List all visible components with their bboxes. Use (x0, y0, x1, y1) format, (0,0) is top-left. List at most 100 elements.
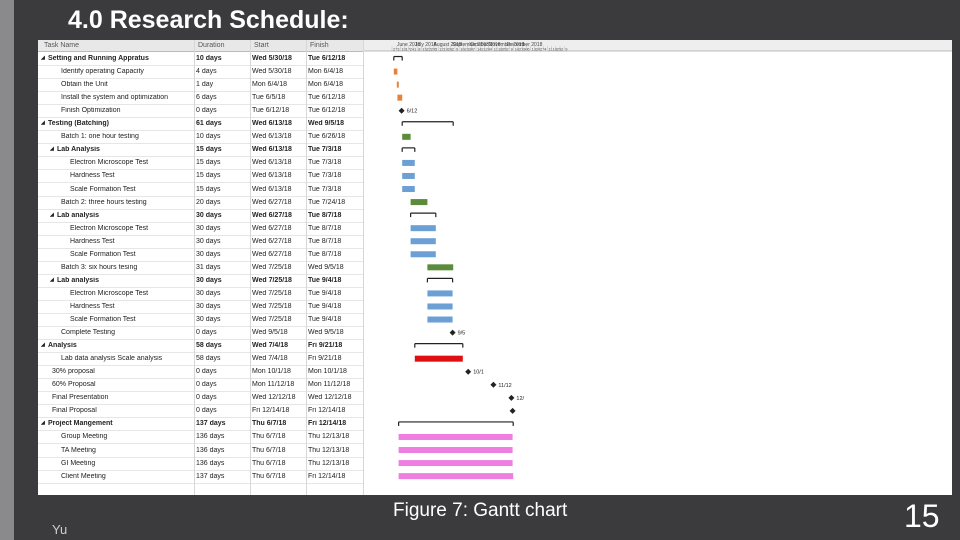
collapse-triangle-icon[interactable]: ◢ (41, 420, 45, 427)
table-row[interactable]: GI Meeting 136 days Thu 6/7/18 Thu 12/13/18 (38, 457, 364, 471)
week-tick-label: 16 (460, 47, 465, 52)
collapse-triangle-icon[interactable]: ◢ (41, 55, 45, 61)
table-row[interactable]: Group Meeting 136 days Thu 6/7/18 Thu 12/13… (38, 430, 364, 445)
table-row[interactable]: Testing (Batching) 61 days Wed 6/13/18 Wed … (38, 117, 364, 132)
task-name-cell: Setting and Running Appratus (48, 55, 149, 62)
collapse-triangle-icon[interactable]: ◢ (50, 211, 54, 218)
week-tick-label: 1 (414, 47, 417, 52)
table-row[interactable]: Lab analysis 30 days Wed 6/27/18 Tue 8/7/18… (38, 209, 364, 223)
slide-sidebar-strip (0, 0, 14, 540)
task-name-cell: Obtain the Unit (61, 81, 108, 89)
week-tick-label: 21 (481, 47, 486, 52)
table-row[interactable]: Complete Testing 0 days Wed 9/5/18 Wed 9/5/… (38, 326, 364, 341)
col-header-finish[interactable]: Finish (310, 42, 329, 49)
week-tick-label: 6 (527, 47, 530, 52)
task-name-cell: Batch 2: three hours testing (61, 198, 147, 206)
milestone-diamond (490, 381, 497, 388)
table-row[interactable]: Finish Optimization 0 days Tue 6/12/18 Tue … (38, 104, 364, 119)
milestone-date-label: 10/1 (473, 370, 484, 376)
table-row[interactable]: Scale Formation Test 30 days Wed 6/27/18 Tu… (38, 248, 364, 262)
week-tick-label: 22 (427, 47, 432, 52)
week-tick-label: 2 (506, 47, 509, 52)
col-header-start[interactable]: Start (254, 42, 269, 49)
table-row[interactable]: 30% proposal 0 days Mon 10/1/18 Mon 10/1/18 (38, 365, 364, 380)
week-tick-label: 18 (498, 47, 503, 52)
col-header-task-name[interactable]: Task Name (44, 42, 80, 49)
gantt-figure: Task Name Duration Start Finish Setting … (38, 40, 952, 495)
table-row[interactable]: Electron Microscope Test 30 days Wed 6/27/… (38, 222, 364, 236)
table-row[interactable]: Electron Microscope Test 30 days Wed 7/25/… (38, 287, 364, 301)
table-row[interactable]: Project Mangement 137 days Thu 6/7/18 Fri 1… (38, 417, 364, 432)
task-bar (427, 303, 453, 310)
table-row[interactable]: Batch 3: six hours tesing 31 days Wed 7/25… (38, 261, 364, 275)
task-bar (410, 251, 436, 258)
table-row[interactable]: Lab data analysis Scale analysis 58 days W… (38, 352, 364, 367)
task-name-cell: Group Meeting (61, 433, 108, 441)
week-tick-label: 18 (553, 47, 558, 52)
table-row[interactable]: 60% Proposal 0 days Mon 11/12/18 Mon 11/12/… (38, 378, 364, 393)
table-row[interactable]: Obtain the Unit 1 day Mon 6/4/18 Mon 6/4/18 (38, 78, 364, 93)
duration-cell: 10 days (196, 55, 222, 62)
table-row[interactable]: Batch 1: one hour testing 10 days Wed 6/13… (38, 130, 364, 145)
start-cell: Mon 11/12/18 (252, 381, 295, 389)
week-tick-label: 19 (443, 47, 448, 52)
table-row[interactable]: Batch 2: three hours testing 20 days Wed 6… (38, 196, 364, 210)
task-name-cell: Scale Formation Test (70, 316, 136, 323)
collapse-triangle-icon[interactable]: ◢ (41, 120, 45, 127)
start-cell: Wed 6/13/18 (252, 133, 292, 141)
table-row[interactable]: Hardness Test 15 days Wed 6/13/18 Tue 7/3/1… (38, 169, 364, 184)
finish-cell: Tue 8/7/18 (308, 224, 342, 232)
duration-cell: 15 days (196, 185, 221, 193)
col-header-duration[interactable]: Duration (198, 42, 225, 49)
table-row[interactable]: Identify operating Capacity 4 days Wed 5/3… (38, 65, 364, 80)
task-bar (410, 238, 436, 245)
week-tick-label: 20 (536, 47, 541, 52)
table-row[interactable]: Final Presentation 0 days Wed 12/12/18 Wed … (38, 391, 364, 406)
task-name-cell: GI Meeting (61, 459, 96, 467)
table-row[interactable]: Setting and Running Appratus 10 days Wed 5… (38, 52, 364, 66)
week-tick-label: 7 (473, 47, 476, 52)
week-tick-label: 4 (544, 47, 547, 52)
table-row[interactable]: Hardness Test 30 days Wed 7/25/18 Tue 9/4/1… (38, 300, 364, 314)
duration-cell: 30 days (196, 276, 222, 284)
finish-cell: Fri 12/14/18 (308, 407, 346, 415)
duration-cell: 0 days (196, 407, 217, 415)
collapse-triangle-icon[interactable]: ◢ (50, 146, 54, 153)
task-name-cell: 30% proposal (52, 368, 95, 376)
duration-cell: 30 days (196, 302, 221, 310)
table-row[interactable]: Hardness Test 30 days Wed 6/27/18 Tue 8/7/1… (38, 235, 364, 249)
week-tick-label: 30 (523, 47, 528, 52)
start-cell: Wed 6/27/18 (252, 224, 292, 232)
table-row[interactable]: Analysis 58 days Wed 7/4/18 Fri 9/21/18 ◢ (38, 339, 364, 354)
week-tick-label: 2 (452, 47, 455, 52)
task-name-cell: Batch 1: one hour testing (61, 133, 139, 141)
table-row[interactable]: Scale Formation Test 30 days Wed 7/25/18 Tu… (38, 313, 364, 327)
duration-cell: 0 days (196, 381, 217, 389)
collapse-triangle-icon[interactable]: ◢ (50, 276, 54, 283)
week-tick-label: 15 (422, 47, 427, 52)
table-row[interactable]: Client Meeting 137 days Thu 6/7/18 Fri 12/1… (38, 470, 364, 484)
table-row[interactable]: TA Meeting 136 days Thu 6/7/18 Thu 12/13/18 (38, 444, 364, 458)
task-name-cell: Electron Microscope Test (70, 159, 149, 167)
start-cell: Thu 6/7/18 (252, 446, 286, 454)
task-bar (427, 290, 453, 297)
start-cell: Wed 6/13/18 (252, 120, 292, 128)
table-row[interactable]: Electron Microscope Test 15 days Wed 6/13/… (38, 156, 364, 171)
month-label: September 2018 (452, 42, 489, 48)
table-row[interactable]: Scale Formation Test 15 days Wed 6/13/18 Tu… (38, 183, 364, 197)
task-name-cell: Electron Microscope Test (70, 289, 149, 297)
table-row[interactable]: Lab Analysis 15 days Wed 6/13/18 Tue 7/3/18… (38, 143, 364, 158)
timescale-header (364, 40, 952, 51)
task-bar (402, 172, 415, 179)
start-cell: Wed 7/25/18 (252, 302, 292, 310)
table-row[interactable]: Install the system and optimization 6 day… (38, 91, 364, 106)
column-divider (194, 40, 195, 495)
finish-cell: Tue 7/3/18 (308, 159, 342, 167)
table-row[interactable]: Lab analysis 30 days Wed 7/25/18 Tue 9/4/18… (38, 274, 364, 288)
collapse-triangle-icon[interactable]: ◢ (41, 342, 45, 349)
start-cell: Thu 6/7/18 (252, 420, 287, 428)
table-row[interactable]: Final Proposal 0 days Fri 12/14/18 Fri 12/1… (38, 404, 364, 419)
start-cell: Wed 6/13/18 (252, 172, 292, 180)
duration-cell: 1 day (196, 81, 214, 89)
week-tick-label: 17 (406, 47, 411, 52)
